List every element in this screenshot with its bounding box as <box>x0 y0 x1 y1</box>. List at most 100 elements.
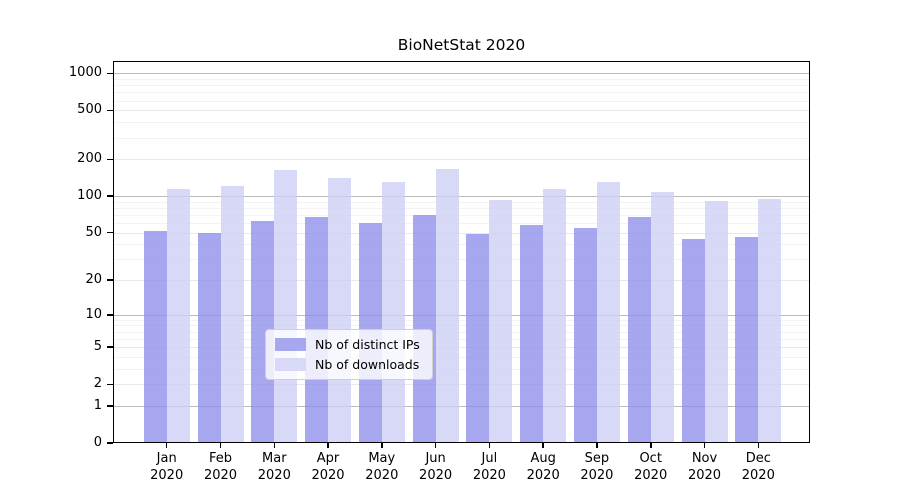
bar-downloads-jul <box>489 199 513 443</box>
gridline-y-3 <box>113 368 810 370</box>
gridline-y-1000 <box>113 73 810 75</box>
x-tick-label: Nov 2020 <box>687 451 722 483</box>
y-tick-label: 200 <box>77 151 102 167</box>
plot-area <box>113 61 810 443</box>
gridline-y-8 <box>113 325 810 327</box>
bar-downloads-feb <box>220 186 244 443</box>
x-tick-mark <box>757 443 759 448</box>
y-tick-mark <box>107 405 113 407</box>
bar-distinct-ips-sep <box>573 227 597 443</box>
legend-item-downloads: Nb of downloads <box>275 357 420 372</box>
x-tick-mark <box>219 443 222 448</box>
bar-downloads-may <box>381 182 405 443</box>
gridline-y-5 <box>113 347 810 349</box>
bar-downloads-nov <box>704 201 728 443</box>
y-tick-label: 50 <box>85 224 102 240</box>
bar-downloads-apr <box>328 177 351 443</box>
x-tick-mark <box>488 443 491 448</box>
chart-title: BioNetStat 2020 <box>397 36 526 54</box>
x-tick-mark <box>273 443 275 448</box>
y-tick-mark <box>107 442 113 444</box>
bar-distinct-ips-aug <box>520 224 544 443</box>
y-tick-mark <box>107 72 113 75</box>
x-tick-mark <box>703 443 706 448</box>
y-tick-label: 10 <box>85 306 102 322</box>
bar-downloads-oct <box>650 192 674 443</box>
y-tick-mark <box>107 279 113 281</box>
x-tick-label: Aug 2020 <box>526 451 560 483</box>
x-tick-label: Dec 2020 <box>741 451 775 483</box>
x-tick-label: Mar 2020 <box>257 451 291 483</box>
y-tick-label: 500 <box>77 102 102 118</box>
bar-downloads-aug <box>543 188 567 443</box>
bar-distinct-ips-dec <box>735 237 759 443</box>
bar-distinct-ips-nov <box>681 239 705 443</box>
x-tick-label: Sep 2020 <box>580 451 614 483</box>
gridline-y-10 <box>113 314 810 316</box>
y-tick-label: 1 <box>93 397 102 413</box>
y-tick-label: 20 <box>85 272 102 288</box>
bar-distinct-ips-mar <box>251 221 275 443</box>
x-tick-label: May 2020 <box>365 451 399 483</box>
bar-downloads-jun <box>435 168 459 443</box>
gridline-y-2 <box>113 384 810 386</box>
y-tick-mark <box>107 158 113 160</box>
y-tick-mark <box>107 231 113 234</box>
legend-item-distinct-ips: Nb of distinct IPs <box>275 337 420 352</box>
x-tick-label: Jul 2020 <box>472 451 506 483</box>
gridline-y-60 <box>113 223 810 225</box>
gridline-y-300 <box>113 137 810 139</box>
x-tick-label: Feb 2020 <box>203 451 238 483</box>
bar-downloads-jan <box>166 188 190 443</box>
gridline-y-40 <box>113 244 810 246</box>
gridline-y-9 <box>113 319 810 321</box>
gridline-y-700 <box>113 92 810 94</box>
bar-distinct-ips-jun <box>412 214 436 443</box>
gridline-y-4 <box>113 356 810 358</box>
y-tick-label: 2 <box>93 376 102 392</box>
x-tick-mark <box>596 443 598 448</box>
x-tick-label: Jun 2020 <box>419 451 453 483</box>
y-tick-mark <box>107 109 113 112</box>
gridline-y-800 <box>113 85 810 87</box>
x-tick-mark <box>542 443 544 448</box>
y-tick-mark <box>107 346 113 348</box>
bar-downloads-sep <box>596 182 620 443</box>
bar-distinct-ips-jul <box>466 233 490 443</box>
legend: Nb of distinct IPs Nb of downloads <box>265 329 433 380</box>
gridline-y-80 <box>113 207 810 209</box>
gridline-y-50 <box>113 232 810 234</box>
x-tick-mark <box>165 443 168 448</box>
x-tick-mark <box>434 443 437 448</box>
legend-label-distinct-ips: Nb of distinct IPs <box>315 337 420 352</box>
gridline-y-100 <box>113 196 810 198</box>
gridline-y-1 <box>113 405 810 407</box>
bar-distinct-ips-jan <box>143 230 167 443</box>
x-tick-label: Oct 2020 <box>634 451 668 483</box>
gridline-y-500 <box>113 110 810 112</box>
y-tick-label: 5 <box>93 339 102 355</box>
bar-distinct-ips-oct <box>627 216 651 443</box>
gridline-y-30 <box>113 259 810 261</box>
bar-downloads-dec <box>758 198 782 443</box>
gridline-y-900 <box>113 79 810 80</box>
gridline-y-70 <box>113 214 810 216</box>
gridline-y-6 <box>113 338 810 340</box>
y-tick-label: 1000 <box>68 65 102 81</box>
y-tick-label: 100 <box>77 188 102 204</box>
y-tick-mark <box>107 383 113 385</box>
bar-downloads-mar <box>274 169 298 443</box>
bar-distinct-ips-feb <box>197 232 221 443</box>
y-tick-mark <box>107 314 113 316</box>
legend-swatch-downloads <box>275 358 306 371</box>
y-tick-label: 0 <box>93 435 102 450</box>
gridline-y-7 <box>113 331 810 333</box>
gridline-y-600 <box>113 100 810 102</box>
y-tick-mark <box>107 195 113 197</box>
x-tick-mark <box>381 443 383 448</box>
legend-label-downloads: Nb of downloads <box>315 357 420 372</box>
gridline-y-400 <box>113 122 810 124</box>
x-tick-mark <box>327 443 329 448</box>
gridline-y-90 <box>113 201 810 203</box>
